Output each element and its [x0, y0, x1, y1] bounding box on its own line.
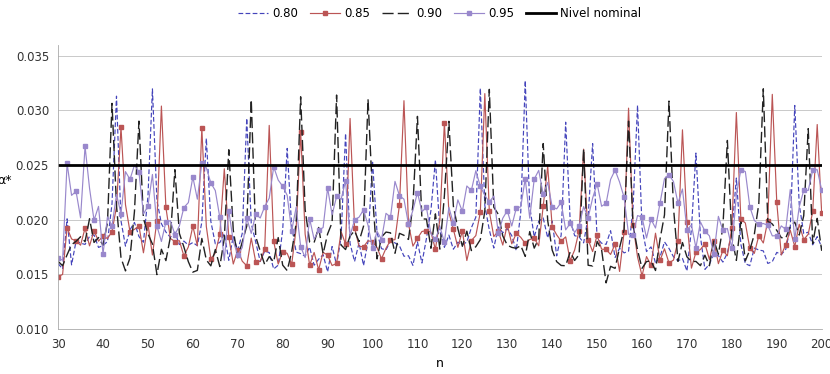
0.85: [592, 233, 602, 237]
0.95: [709, 252, 719, 257]
0.95: [511, 206, 521, 211]
0.80: [745, 263, 754, 268]
0.90: [759, 86, 769, 91]
Line: 0.95: 0.95: [56, 145, 823, 262]
0.85: [817, 211, 827, 216]
0.80: [597, 241, 607, 245]
Line: 0.90: 0.90: [58, 89, 822, 283]
0.95: [80, 144, 90, 148]
0.80: [520, 79, 530, 83]
0.80: [193, 243, 203, 248]
0.85: [507, 242, 517, 246]
0.95: [597, 204, 607, 208]
0.80: [53, 261, 63, 266]
0.95: [197, 161, 207, 166]
Line: 0.85: 0.85: [56, 92, 823, 278]
Line: 0.80: 0.80: [58, 81, 822, 272]
0.90: [502, 243, 512, 247]
0.80: [817, 245, 827, 249]
Y-axis label: α*: α*: [0, 174, 12, 187]
0.90: [53, 259, 63, 264]
0.90: [588, 264, 598, 268]
0.80: [507, 233, 517, 238]
0.85: [193, 243, 203, 248]
0.85: [740, 221, 750, 225]
0.85: [705, 257, 715, 262]
0.80: [323, 270, 333, 274]
0.95: [53, 256, 63, 260]
0.95: [219, 258, 229, 263]
0.95: [538, 192, 548, 197]
0.95: [745, 205, 754, 209]
0.90: [740, 259, 750, 263]
Legend: 0.80, 0.85, 0.90, 0.95, Nivel nominal: 0.80, 0.85, 0.90, 0.95, Nivel nominal: [233, 3, 647, 25]
0.90: [705, 263, 715, 268]
0.90: [530, 246, 540, 250]
0.85: [534, 243, 544, 248]
0.85: [480, 91, 490, 96]
0.90: [817, 249, 827, 253]
0.90: [193, 268, 203, 273]
0.85: [53, 275, 63, 279]
0.95: [817, 188, 827, 192]
0.90: [601, 280, 611, 285]
0.80: [709, 251, 719, 256]
0.80: [538, 216, 548, 220]
X-axis label: n: n: [436, 357, 444, 370]
